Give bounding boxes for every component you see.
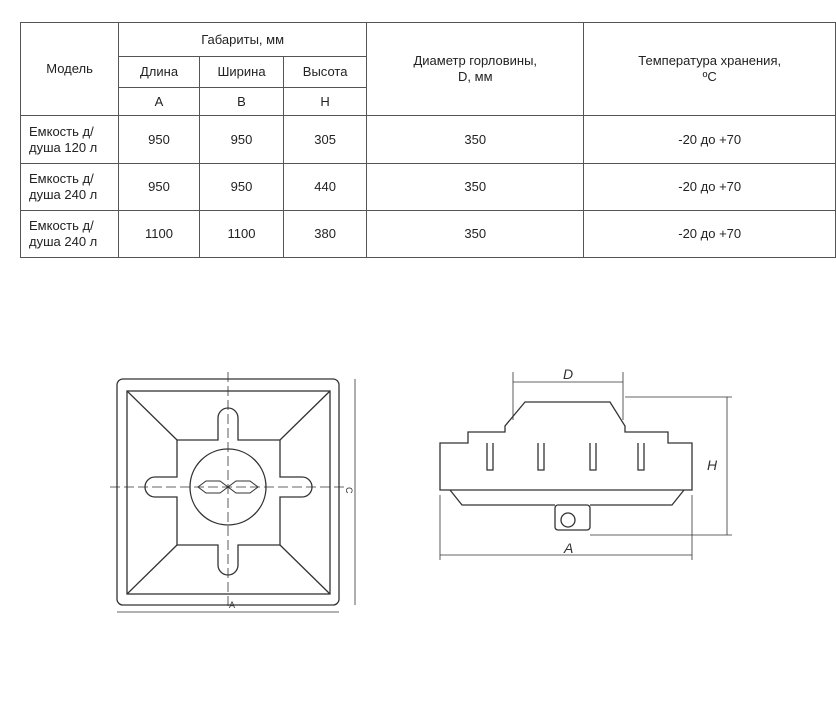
dim-label-d: D [563,366,573,382]
cell-model: Емкость д/душа 240 л [19,163,120,211]
header-h: H [283,87,368,116]
cell-b: 950 [198,163,285,211]
cell-t: -20 до +70 [583,163,836,211]
cell-b: 950 [198,115,285,164]
header-diameter: Диаметр горловины, D, мм [366,22,585,116]
cell-t: -20 до +70 [583,210,836,258]
header-dims: Габариты, мм [118,22,368,57]
cell-a: 950 [118,115,200,164]
cell-a: 950 [118,163,200,211]
header-b: B [198,87,285,116]
cell-h: 380 [283,210,368,258]
header-width: Ширина [198,56,285,88]
dim-label-a: A [563,540,573,556]
top-view-drawing: А С [110,372,356,613]
dim-label-h: H [707,457,718,473]
header-model: Модель [19,22,120,116]
dim-label-c: С [344,487,354,494]
cell-d: 350 [366,210,585,258]
cell-model: Емкость д/душа 240 л [19,210,120,258]
cell-h: 305 [283,115,368,164]
cell-a: 1100 [118,210,200,258]
header-temperature: Температура хранения, ºC [583,22,836,116]
header-height: Высота [283,56,368,88]
spec-table: Модель Габариты, мм Диаметр горловины, D… [19,22,836,258]
cell-h: 440 [283,163,368,211]
table-row: Емкость д/душа 240 л 1100 1100 380 350 -… [19,210,836,258]
cell-b: 1100 [198,210,285,258]
dim-label-a: А [229,600,235,610]
cell-d: 350 [366,115,585,164]
header-length: Длина [118,56,200,88]
side-view-drawing: D H A [439,366,732,560]
